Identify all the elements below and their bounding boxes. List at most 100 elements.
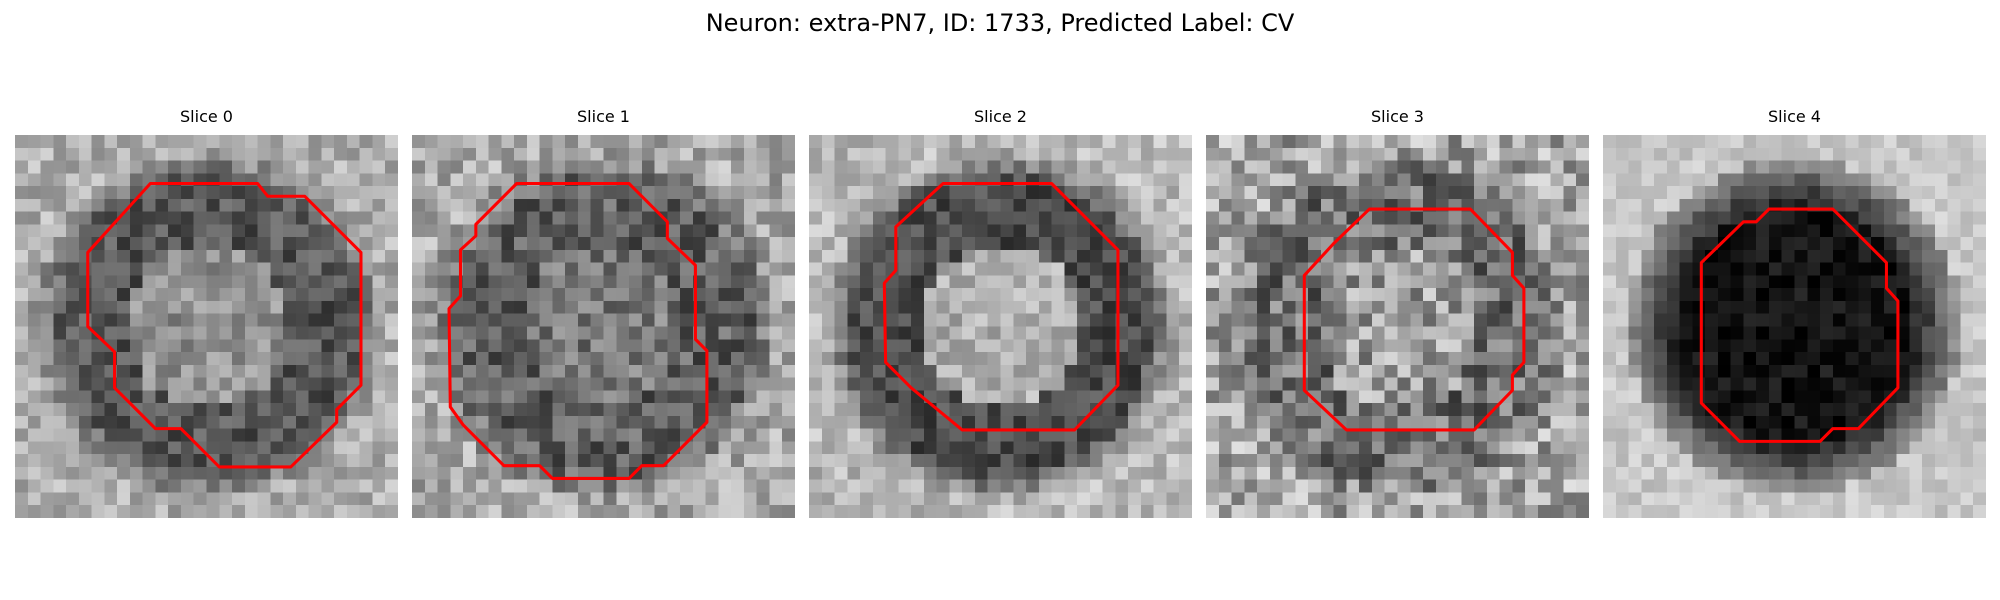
pixel [1654, 326, 1668, 340]
pixel [1934, 198, 1948, 212]
pixel [731, 211, 745, 225]
pixel [117, 237, 131, 251]
pixel [911, 390, 925, 404]
pixel [1461, 428, 1475, 442]
pixel [1064, 492, 1078, 506]
pixel [885, 466, 899, 480]
pixel [53, 390, 67, 404]
pixel [308, 160, 322, 174]
pixel [219, 135, 233, 149]
pixel [1832, 466, 1846, 480]
pixel [1474, 160, 1488, 174]
pixel [53, 492, 67, 506]
pixel [590, 415, 604, 429]
pixel [629, 428, 643, 442]
pixel [590, 326, 604, 340]
pixel [1089, 237, 1103, 251]
pixel [654, 352, 668, 366]
pixel [1499, 237, 1513, 251]
pixel [1845, 275, 1859, 289]
pixel [1038, 198, 1052, 212]
pixel [295, 300, 309, 314]
pixel [526, 415, 540, 429]
pixel [1717, 454, 1731, 468]
pixel [616, 479, 630, 493]
pixel [66, 492, 80, 506]
pixel [244, 492, 258, 506]
pixel [180, 454, 194, 468]
pixel [1423, 288, 1437, 302]
pixel [769, 173, 783, 187]
pixel [590, 300, 604, 314]
pixel [1346, 428, 1360, 442]
pixel [962, 275, 976, 289]
pixel [743, 352, 757, 366]
pixel [769, 249, 783, 263]
pixel [270, 173, 284, 187]
pixel [1934, 492, 1948, 506]
pixel [1871, 454, 1885, 468]
pixel [295, 377, 309, 391]
pixel [923, 339, 937, 353]
pixel [590, 198, 604, 212]
pixel [705, 135, 719, 149]
pixel [1333, 300, 1347, 314]
pixel [552, 313, 566, 327]
pixel [346, 186, 360, 200]
pixel [616, 390, 630, 404]
pixel [308, 173, 322, 187]
pixel [743, 364, 757, 378]
pixel [1077, 352, 1091, 366]
pixel [1550, 313, 1564, 327]
pixel [1654, 198, 1668, 212]
pixel [27, 352, 41, 366]
pixel [53, 339, 67, 353]
pixel [155, 377, 169, 391]
pixel [359, 454, 373, 468]
pixel [821, 288, 835, 302]
pixel [1909, 173, 1923, 187]
pixel [1013, 160, 1027, 174]
pixel [1423, 249, 1437, 263]
pixel [1410, 211, 1424, 225]
pixel [1231, 479, 1245, 493]
pixel [1858, 224, 1872, 238]
pixel [1832, 186, 1846, 200]
pixel [809, 173, 823, 187]
pixel [437, 186, 451, 200]
pixel [1206, 441, 1220, 455]
pixel [1641, 415, 1655, 429]
pixel [1730, 390, 1744, 404]
pixel [142, 300, 156, 314]
pixel [1179, 237, 1192, 251]
pixel [219, 428, 233, 442]
pixel [295, 313, 309, 327]
pixel [552, 364, 566, 378]
pixel [308, 300, 322, 314]
pixel [860, 403, 874, 417]
pixel [295, 275, 309, 289]
pixel [1794, 428, 1808, 442]
pixel [1128, 352, 1142, 366]
pixel [577, 135, 591, 149]
pixel [1883, 441, 1897, 455]
pixel [731, 377, 745, 391]
pixel [463, 479, 477, 493]
pixel [372, 377, 386, 391]
pixel [1768, 339, 1782, 353]
pixel [78, 454, 92, 468]
pixel [974, 441, 988, 455]
pixel [654, 466, 668, 480]
pixel [1038, 428, 1052, 442]
pixel [1320, 428, 1334, 442]
pixel [1525, 313, 1539, 327]
pixel [359, 441, 373, 455]
pixel [334, 300, 348, 314]
pixel [219, 352, 233, 366]
pixel [1537, 211, 1551, 225]
pixel [962, 441, 976, 455]
pixel [1909, 428, 1923, 442]
pixel [705, 377, 719, 391]
pixel [180, 186, 194, 200]
pixel [1654, 352, 1668, 366]
